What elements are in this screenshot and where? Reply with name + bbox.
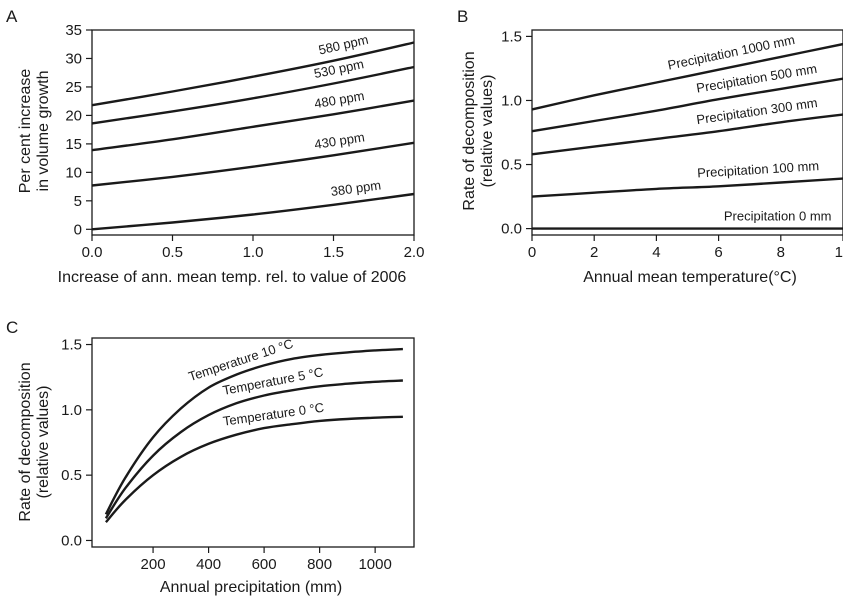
panel-a-line-430-ppm — [91, 141, 415, 187]
panel-a-y-axis-label-line2: in volume growth — [35, 71, 52, 192]
panel-a-x-axis-label: Increase of ann. mean temp. rel. to valu… — [58, 269, 407, 286]
panel-b-y-axis-label-line1: Rate of decomposition — [461, 51, 478, 210]
panel-c-letter: C — [6, 318, 18, 337]
panel-b-letter: B — [457, 7, 468, 26]
panel-a-y-tick-label: 20 — [65, 107, 82, 124]
panel-a-y-tick-label: 35 — [65, 22, 82, 39]
panel-c-y-tick-label: 1.5 — [61, 337, 82, 354]
panel-a-y-tick-label: 0 — [74, 221, 82, 238]
panel-a-letter: A — [6, 7, 18, 26]
panel-b-series-label: Precipitation 0 mm — [724, 209, 832, 224]
panel-a-series-label: 380 ppm — [330, 177, 382, 199]
panel-b-x-axis-label: Annual mean temperature(°C) — [583, 269, 797, 286]
panel-c-line-temperature-0-c — [104, 415, 403, 523]
panel-a-series-label: 480 ppm — [313, 88, 365, 111]
panel-b-series-label: Precipitation 100 mm — [697, 158, 820, 180]
panel-b-x-tick-label: 2 — [590, 244, 598, 261]
panel-a-line-530-ppm — [91, 65, 415, 125]
panel-a-x-tick-label: 1.5 — [323, 244, 344, 261]
panel-a-plot-frame — [91, 29, 415, 236]
panel-a-series-label: 430 ppm — [313, 129, 365, 152]
panel-b-y-tick-label: 0.5 — [501, 157, 522, 174]
panel-b-plot-frame — [531, 29, 843, 236]
panel-b-x-tick-label: 10 — [835, 244, 843, 261]
panel-a-y-tick-label: 15 — [65, 136, 82, 153]
panel-b-x-tick-label: 8 — [777, 244, 785, 261]
panel-c-y-tick-label: 1.0 — [61, 402, 82, 419]
panel-a-x-tick-label: 0.5 — [162, 244, 183, 261]
panel-c-y-tick-label: 0.5 — [61, 467, 82, 484]
panel-c-x-axis-label: Annual precipitation (mm) — [160, 579, 342, 596]
panel-b-line-precipitation-500-mm — [531, 77, 843, 133]
panel-b-x-tick-label: 6 — [714, 244, 722, 261]
panel-c-x-tick-label: 200 — [141, 556, 166, 573]
panel-a-y-tick-label: 10 — [65, 164, 82, 181]
panel-b-x-tick-label: 4 — [652, 244, 660, 261]
panel-a-line-580-ppm — [91, 41, 415, 107]
panel-c-x-tick-label: 800 — [307, 556, 332, 573]
panel-c-y-tick-label: 0.0 — [61, 532, 82, 549]
panel-a-y-axis-label-line1: Per cent increase — [17, 69, 34, 194]
panel-b-line-precipitation-1000-mm — [531, 42, 843, 111]
panel-b-y-axis-label-line2: (relative values) — [479, 75, 496, 188]
panel-a-x-tick-label: 1.0 — [243, 244, 264, 261]
panel-b-line-precipitation-100-mm — [531, 177, 843, 198]
panel-a-y-tick-label: 5 — [74, 193, 82, 210]
panel-c-x-tick-label: 600 — [252, 556, 277, 573]
panel-a-line-380-ppm — [91, 192, 415, 231]
panel-a-y-tick-label: 30 — [65, 50, 82, 67]
panel-c-y-axis-label-line1: Rate of decomposition — [17, 362, 34, 521]
panel-c-x-tick-label: 400 — [196, 556, 221, 573]
panel-b-line-precipitation-300-mm — [531, 113, 843, 156]
panel-b-y-tick-label: 1.5 — [501, 28, 522, 45]
panel-b-series-label: Precipitation 500 mm — [695, 61, 818, 96]
panel-a-y-tick-label: 25 — [65, 79, 82, 96]
panel-c-x-tick-label: 1000 — [358, 556, 391, 573]
panel-a-x-tick-label: 2.0 — [404, 244, 425, 261]
panel-b-x-tick-label: 0 — [528, 244, 536, 261]
panel-a-x-tick-label: 0.0 — [82, 244, 103, 261]
panel-c-line-temperature-10-c — [104, 347, 403, 515]
panel-b-y-tick-label: 1.0 — [501, 92, 522, 109]
panel-c-plot-frame — [91, 337, 415, 548]
panel-a-line-480-ppm — [91, 99, 415, 152]
panel-c-line-temperature-5-c — [104, 379, 403, 519]
panel-b-y-tick-label: 0.0 — [501, 221, 522, 238]
panel-c-y-axis-label-line2: (relative values) — [35, 386, 52, 499]
